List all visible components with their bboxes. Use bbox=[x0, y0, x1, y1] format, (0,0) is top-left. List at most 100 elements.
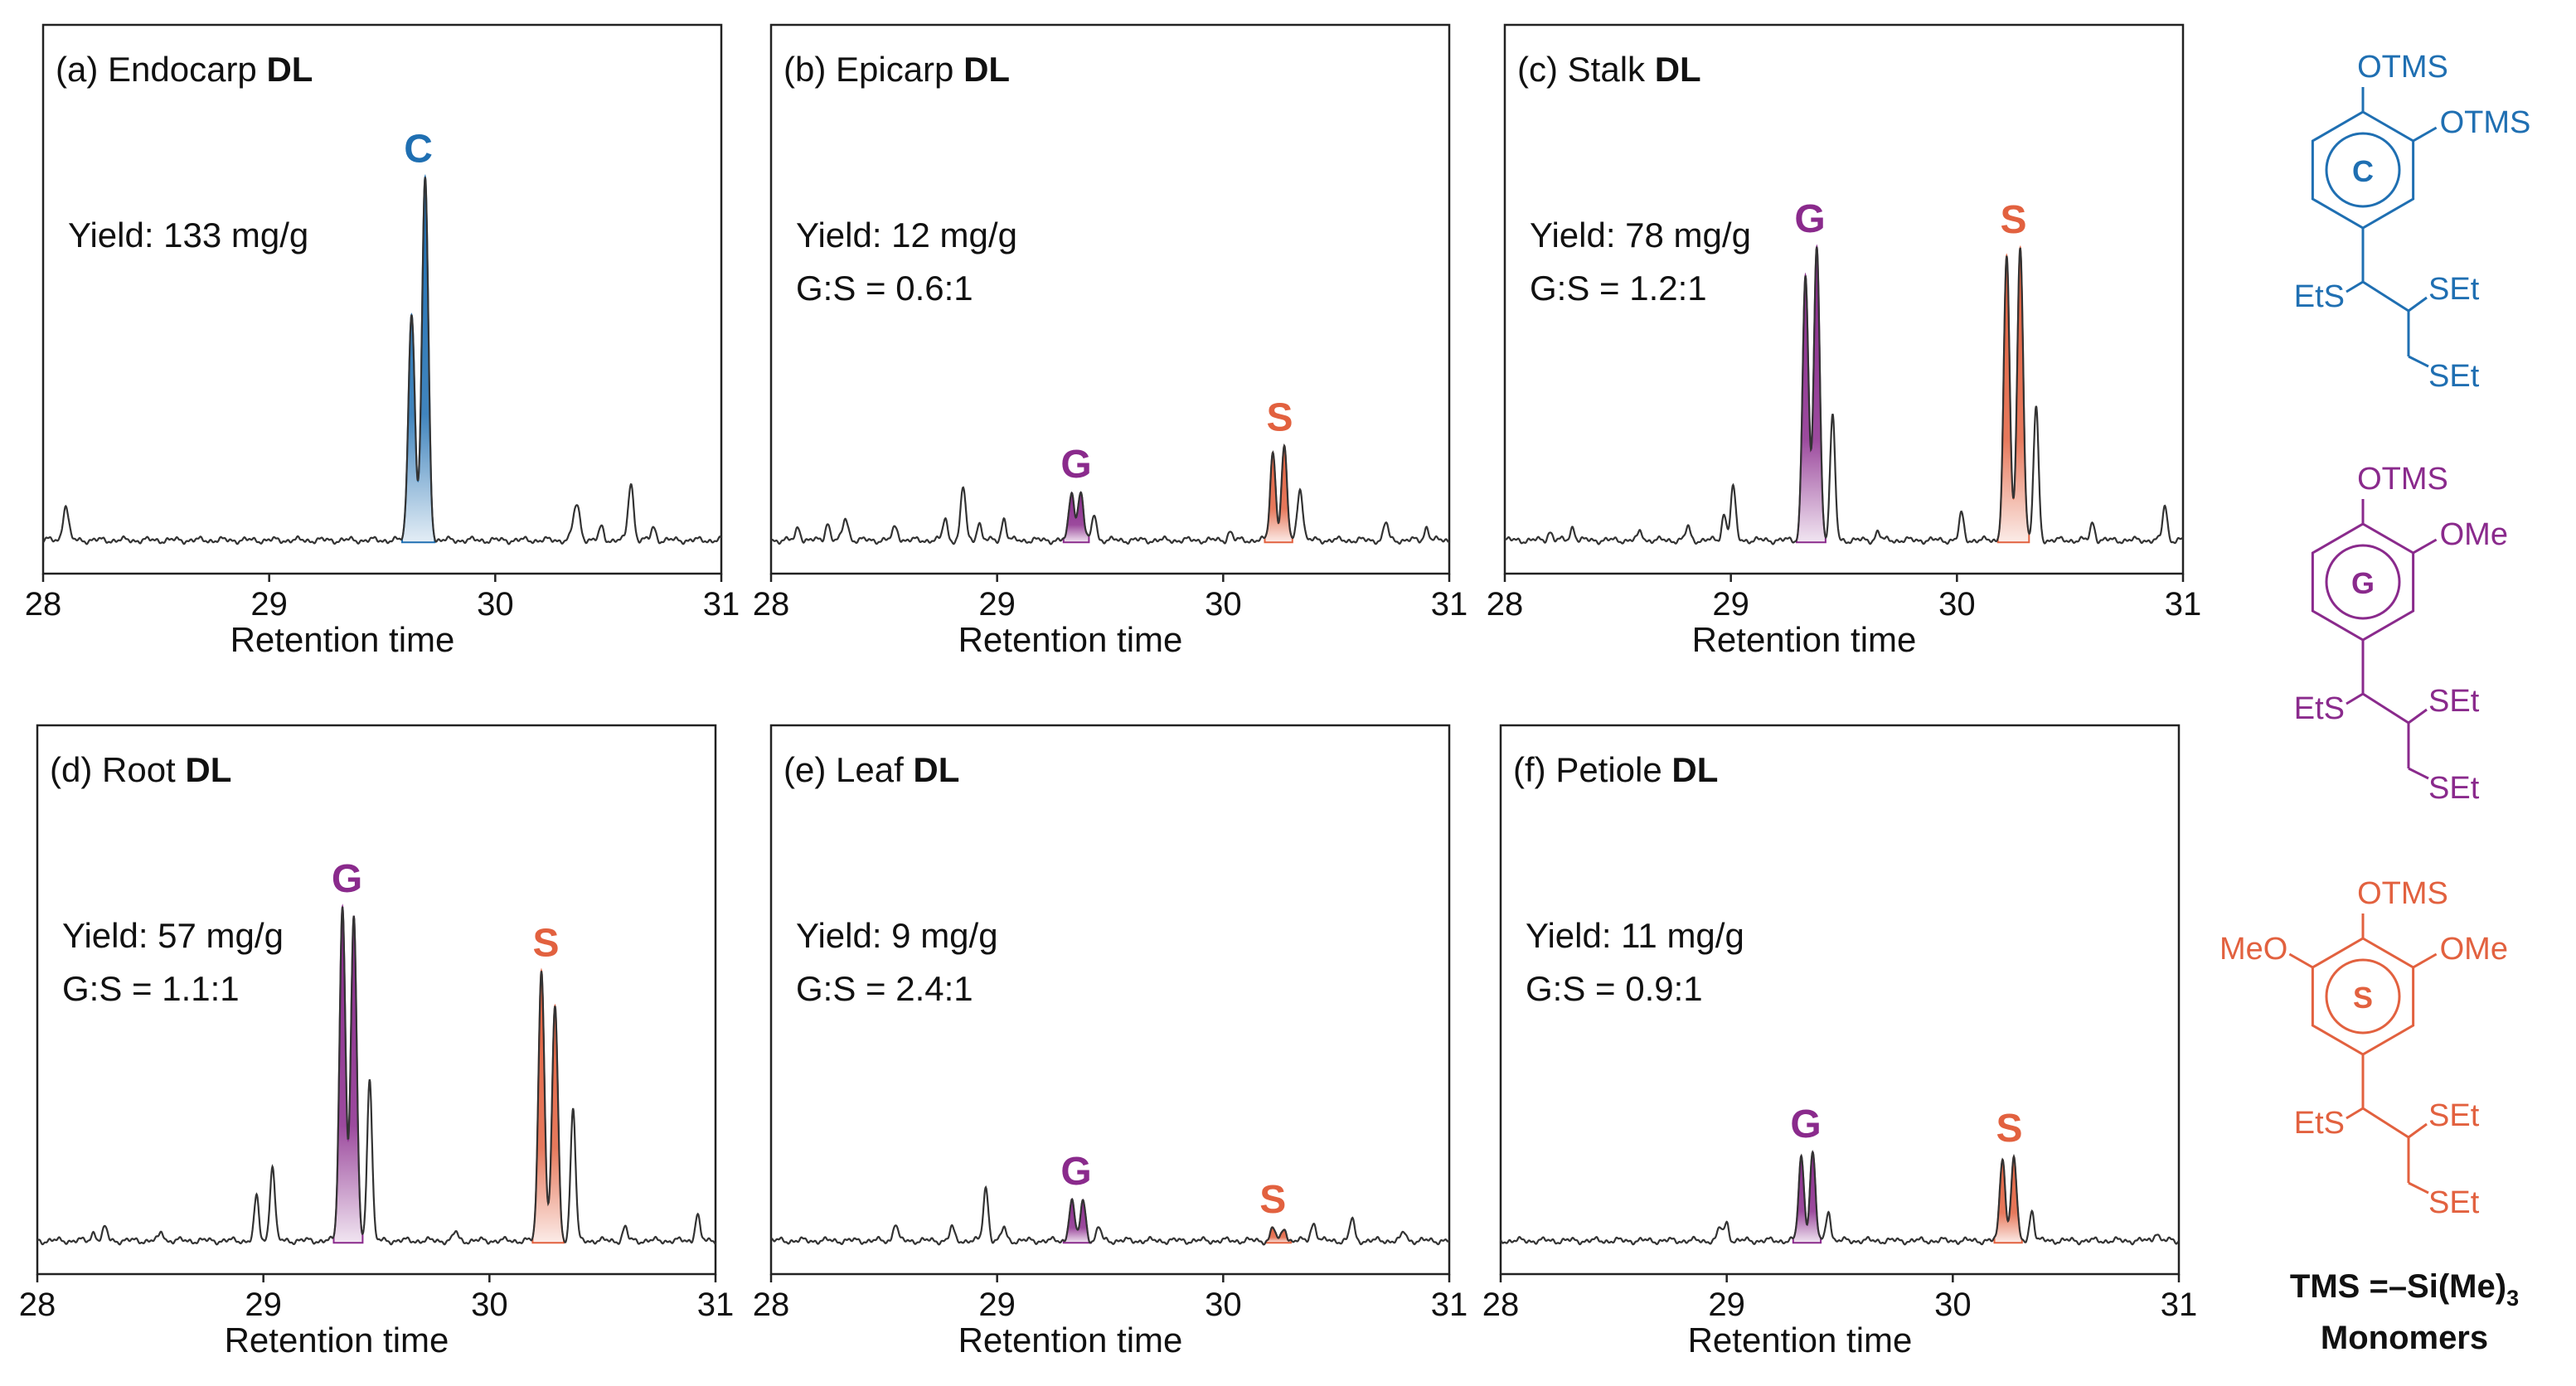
x-tick-label: 28 bbox=[753, 586, 790, 623]
x-axis-label: Retention time bbox=[225, 1321, 449, 1359]
x-tick-label: 28 bbox=[1487, 586, 1524, 623]
bond-chain-set bbox=[2408, 708, 2428, 724]
ring-label: S bbox=[2353, 981, 2373, 1015]
chromatogram-trace bbox=[770, 1185, 1450, 1246]
aromatic-circle bbox=[2325, 132, 2401, 208]
x-tick-label: 31 bbox=[697, 1287, 735, 1323]
plot-frame bbox=[41, 23, 723, 575]
bond-right bbox=[2412, 538, 2438, 555]
panel-sample: Petiole bbox=[1555, 750, 1671, 789]
panel-sample: Stalk bbox=[1568, 50, 1655, 89]
bond-chain-2 bbox=[2362, 1107, 2409, 1139]
x-tick-label: 31 bbox=[1431, 1287, 1468, 1323]
panel-title: (f) Petiole DL bbox=[1513, 750, 1718, 789]
bond-chain-set bbox=[2408, 296, 2428, 313]
peak-label-S: S bbox=[1266, 396, 1293, 440]
x-tick-label: 29 bbox=[245, 1287, 282, 1323]
panel-title: (e) Leaf DL bbox=[783, 750, 959, 789]
peak-label-G: G bbox=[1060, 1150, 1091, 1194]
panel-sample: Epicarp bbox=[836, 50, 963, 89]
chromatogram-panels: C (a) Endocarp DL Yield: 133 mg/g 28 29 30 31 R… bbox=[19, 23, 2202, 1359]
bond-chain-2 bbox=[2362, 692, 2409, 724]
x-tick-label: 30 bbox=[471, 1287, 508, 1323]
yield-annotation: Yield: 11 mg/g bbox=[1526, 916, 1744, 955]
yield-annotation: Yield: 133 mg/g bbox=[68, 216, 308, 254]
x-axis-label: Retention time bbox=[1692, 620, 1917, 659]
panel-title-bold: DL bbox=[913, 750, 959, 789]
x-tick-label: 30 bbox=[477, 586, 514, 623]
panel-f: G S (f) Petiole DL Yield: 11 mg/g G:S = 0.9:… bbox=[1482, 724, 2197, 1359]
panel-c: G S (c) Stalk DL Yield: 78 mg/g G:S = 1.2:1 2… bbox=[1487, 23, 2202, 659]
panel-letter: (b) bbox=[783, 50, 836, 89]
x-tick-label: 30 bbox=[1934, 1287, 1972, 1323]
yield-annotation: Yield: 78 mg/g bbox=[1530, 216, 1751, 254]
bond-chain-set2 bbox=[2408, 767, 2429, 780]
monomer-C bbox=[2311, 87, 2438, 368]
ring-label: G bbox=[2351, 566, 2375, 600]
x-axis-label: Retention time bbox=[958, 1321, 1183, 1359]
x-tick-label: 30 bbox=[1938, 586, 1976, 623]
monomer-S bbox=[2288, 914, 2438, 1195]
peak-fill-G bbox=[332, 904, 364, 1244]
x-axis-label: Retention time bbox=[958, 620, 1183, 659]
x-tick-label: 29 bbox=[978, 586, 1016, 623]
peak-label-G: G bbox=[1794, 197, 1825, 241]
chain-bottom-label: SEt bbox=[2428, 771, 2480, 806]
bond-chain-ets bbox=[2346, 1107, 2364, 1120]
panel-title-bold: DL bbox=[1655, 50, 1701, 89]
ring-label: C bbox=[2352, 154, 2374, 188]
ratio-annotation: G:S = 0.6:1 bbox=[796, 269, 973, 308]
x-axis-label: Retention time bbox=[1688, 1321, 1913, 1359]
monomers-caption: Monomers bbox=[2321, 1320, 2488, 1356]
plot-frame bbox=[769, 724, 1451, 1276]
x-tick-label: 31 bbox=[2165, 586, 2202, 623]
ratio-annotation: G:S = 1.1:1 bbox=[62, 969, 240, 1008]
monomer-structures: OTMS OTMS C EtS SEt SEt OTMS OMe G EtS SEt SEt OTMS O… bbox=[2219, 50, 2530, 1220]
panel-letter: (f) bbox=[1513, 750, 1555, 789]
x-tick-label: 30 bbox=[1205, 586, 1242, 623]
chain-left-label: EtS bbox=[2294, 691, 2345, 726]
substituent-top: OTMS bbox=[2357, 462, 2448, 497]
ratio-annotation: G:S = 0.9:1 bbox=[1526, 969, 1703, 1008]
chromatogram-trace bbox=[1499, 1150, 2180, 1246]
panel-title-bold: DL bbox=[1671, 750, 1718, 789]
bond-right bbox=[2412, 952, 2438, 969]
bond-chain-ets bbox=[2346, 280, 2364, 293]
chain-bottom-label: SEt bbox=[2428, 359, 2480, 394]
peak-label-C: C bbox=[404, 128, 433, 172]
substituent-top: OTMS bbox=[2357, 876, 2448, 911]
peak-label-S: S bbox=[1259, 1178, 1286, 1222]
chromatogram-trace bbox=[36, 906, 716, 1246]
x-tick-label: 28 bbox=[25, 586, 62, 623]
peak-label-G: G bbox=[332, 857, 362, 901]
chain-right-label: SEt bbox=[2428, 272, 2480, 307]
x-tick-label: 29 bbox=[250, 586, 288, 623]
panel-title: (d) Root DL bbox=[50, 750, 231, 789]
yield-annotation: Yield: 12 mg/g bbox=[796, 216, 1017, 254]
bond-chain-ets bbox=[2346, 692, 2364, 705]
bond-chain-set bbox=[2408, 1122, 2428, 1139]
peak-fill-G bbox=[1796, 244, 1826, 544]
chromatogram-trace bbox=[1504, 246, 2184, 545]
chain-left-label: EtS bbox=[2294, 1106, 2345, 1141]
peak-label-G: G bbox=[1060, 443, 1091, 487]
panel-title: (b) Epicarp DL bbox=[783, 50, 1010, 89]
panel-title-bold: DL bbox=[185, 750, 231, 789]
x-tick-label: 28 bbox=[1482, 1287, 1520, 1323]
panel-letter: (c) bbox=[1517, 50, 1568, 89]
tms-definition: TMS =–Si(Me)3 bbox=[2290, 1268, 2519, 1311]
bond-chain-set2 bbox=[2408, 355, 2429, 368]
ratio-annotation: G:S = 1.2:1 bbox=[1530, 269, 1707, 308]
peak-label-G: G bbox=[1790, 1102, 1821, 1146]
substituent-right: OTMS bbox=[2440, 105, 2531, 140]
panel-d: G S (d) Root DL Yield: 57 mg/g G:S = 1.1:1 28… bbox=[19, 724, 735, 1359]
bond-chain-2 bbox=[2362, 280, 2409, 313]
x-tick-label: 30 bbox=[1205, 1287, 1242, 1323]
panel-title: (c) Stalk DL bbox=[1517, 50, 1701, 89]
panel-letter: (a) bbox=[56, 50, 108, 89]
x-tick-label: 29 bbox=[1708, 1287, 1745, 1323]
substituent-right: OMe bbox=[2440, 932, 2508, 967]
monomer-G bbox=[2311, 499, 2438, 780]
chromatogram-trace bbox=[770, 443, 1450, 545]
